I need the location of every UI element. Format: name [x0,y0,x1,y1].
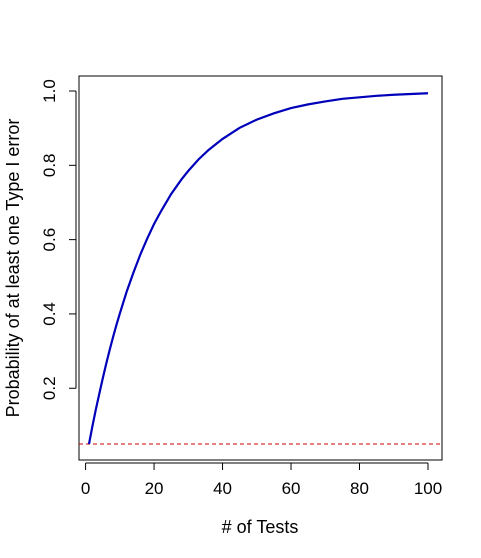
x-tick-label: 60 [282,479,301,498]
x-axis: 0 20 40 60 80 100 [81,462,442,498]
x-axis-label: # of Tests [222,517,299,537]
y-axis: 0.2 0.4 0.6 0.8 1.0 [40,79,77,400]
series-line [87,92,429,445]
y-tick-label: 0.4 [40,302,59,326]
y-tick-label: 0.6 [40,228,59,252]
y-tick-label: 0.8 [40,153,59,177]
y-tick-label: 0.2 [40,376,59,400]
plot-frame [78,75,443,461]
x-tick-label: 100 [414,479,442,498]
y-axis-label: Probability of at least one Type I error [3,119,23,418]
x-tick-label: 80 [350,479,369,498]
x-tick-label: 20 [145,479,164,498]
x-tick-label: 40 [213,479,232,498]
y-tick-label: 1.0 [40,79,59,103]
x-tick-label: 0 [81,479,90,498]
